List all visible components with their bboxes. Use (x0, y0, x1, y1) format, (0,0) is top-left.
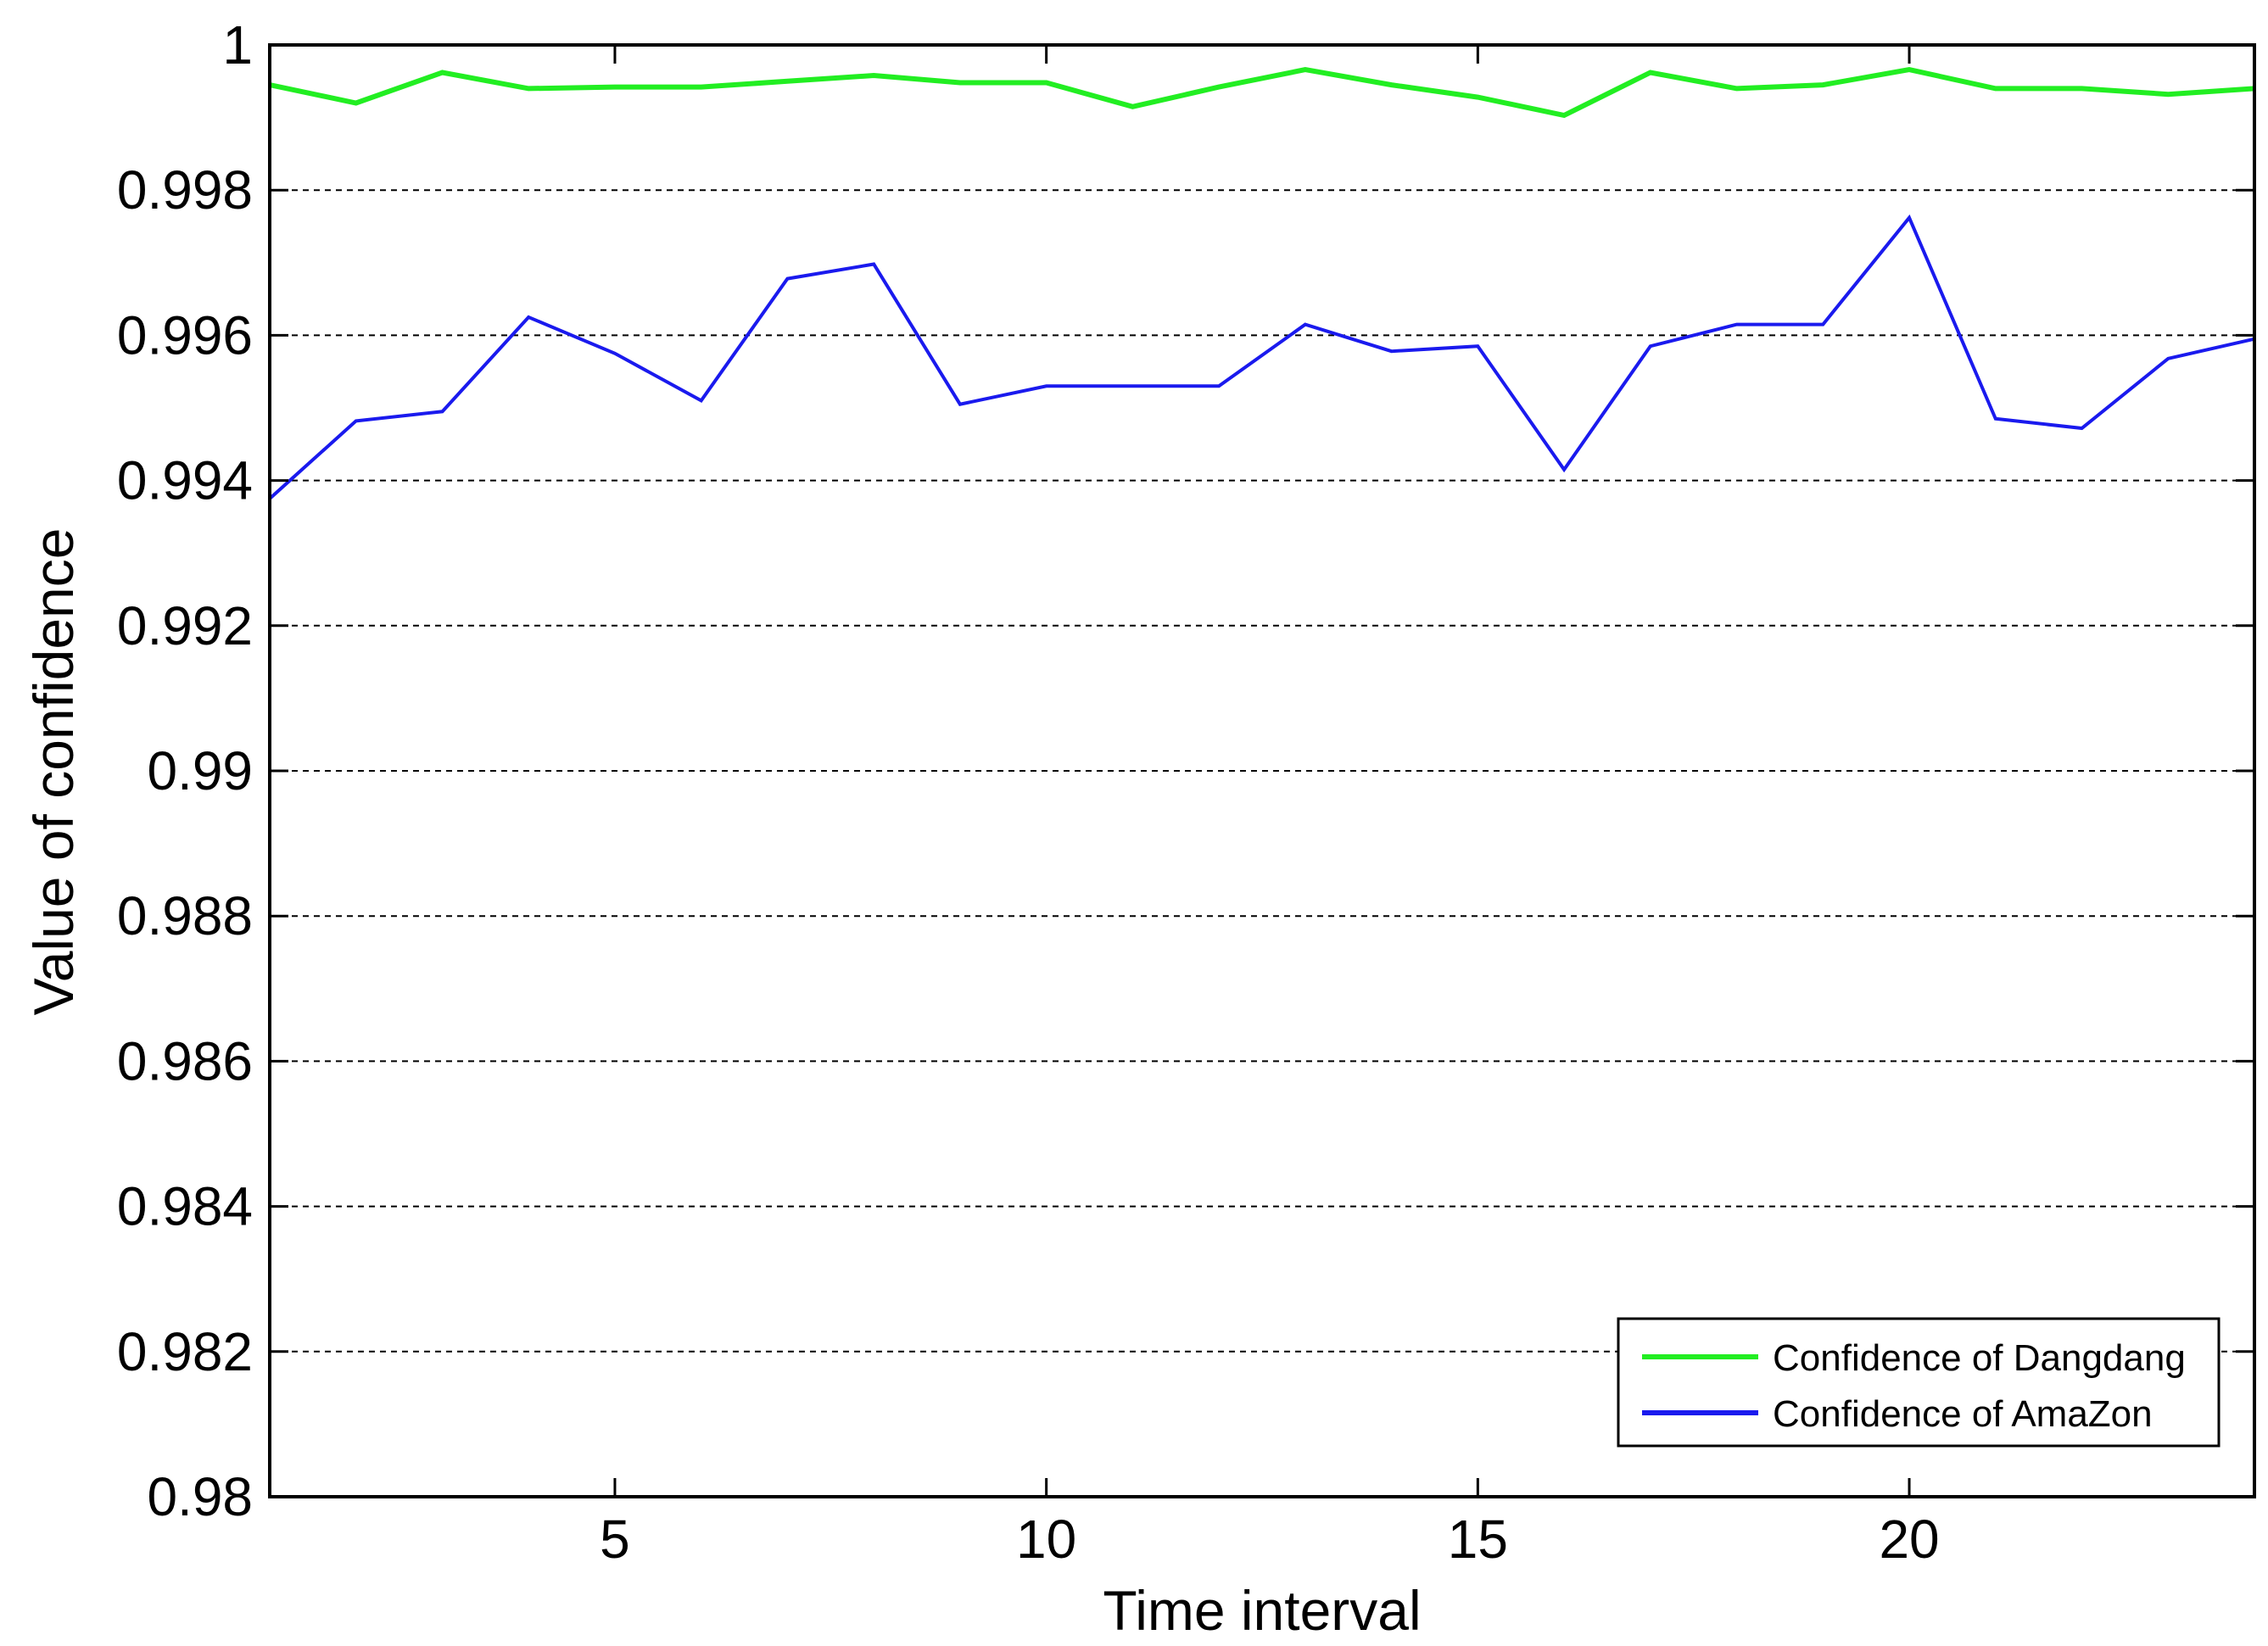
x-axis-label: Time interval (1103, 1579, 1421, 1642)
x-tick-label: 20 (1879, 1509, 1939, 1570)
legend-label-dangdang: Confidence of Dangdang (1773, 1337, 2186, 1379)
legend-label-amazon: Confidence of AmaZon (1773, 1393, 2153, 1435)
series-line-dangdang (269, 67, 2255, 119)
grid-lines (270, 189, 2254, 1353)
y-tick-label: 0.982 (117, 1321, 253, 1382)
x-tick-label: 15 (1448, 1509, 1508, 1570)
y-tick-label: 0.986 (117, 1030, 253, 1091)
x-tick-label: 10 (1016, 1509, 1076, 1570)
y-tick-label: 0.98 (147, 1466, 253, 1527)
series-lines (268, 67, 2255, 500)
legend-box (1617, 1317, 2221, 1448)
axis-ticks (270, 43, 2254, 1498)
y-tick-label: 0.984 (117, 1176, 253, 1237)
y-tick-label: 0.998 (117, 159, 253, 220)
x-tick-labels: 5 10 15 20 (600, 1509, 1939, 1570)
y-tick-label: 0.99 (147, 740, 253, 801)
y-tick-labels: 0.98 0.982 0.984 0.986 0.988 0.99 0.992 0.994 0.… (117, 14, 253, 1527)
y-tick-label: 0.994 (117, 450, 253, 511)
y-tick-label: 0.988 (117, 885, 253, 946)
x-tick-label: 5 (600, 1509, 630, 1570)
y-tick-label: 0.992 (117, 595, 253, 656)
y-tick-label: 1 (222, 14, 253, 75)
series-line-amazon (268, 214, 2255, 500)
legend: Confidence of Dangdang Confidence of AmaZ… (1617, 1317, 2221, 1448)
y-axis-label: Value of confidence (22, 528, 85, 1016)
y-tick-label: 0.996 (117, 304, 253, 365)
